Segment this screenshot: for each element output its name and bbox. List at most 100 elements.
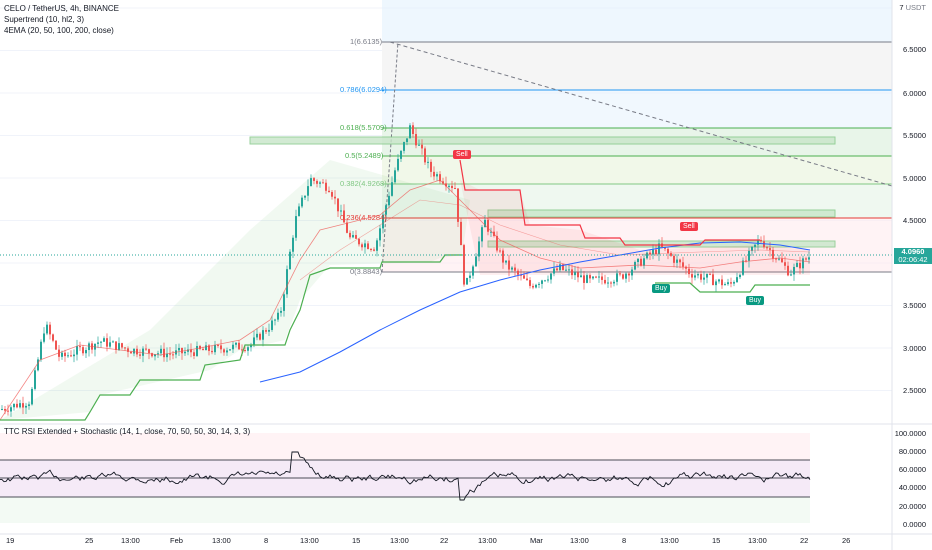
- candlestick-series[interactable]: [1, 122, 810, 417]
- candle-body: [796, 262, 798, 267]
- price-tick: 5.5000: [903, 131, 926, 140]
- candle-body: [535, 284, 537, 288]
- indicator-rsi[interactable]: TTC RSI Extended + Stochastic (14, 1, cl…: [4, 427, 251, 436]
- candle-body: [145, 348, 147, 350]
- candle-body: [343, 210, 345, 223]
- candle-body: [634, 262, 636, 270]
- candle-body: [505, 260, 507, 263]
- candle-body: [766, 247, 768, 249]
- time-tick: 15: [712, 536, 721, 545]
- time-tick: 15: [352, 536, 361, 545]
- indicator-supertrend[interactable]: Supertrend (10, hl2, 3): [4, 15, 85, 24]
- time-tick: Mar: [530, 536, 543, 545]
- candle-body: [553, 268, 555, 274]
- candle-body: [34, 370, 36, 389]
- fib-label: 0.236(4.5284): [340, 213, 387, 222]
- candle-body: [454, 187, 456, 189]
- candle-body: [85, 350, 87, 354]
- candle-body: [679, 259, 681, 263]
- candle-body: [529, 280, 531, 286]
- buy-signal-badge[interactable]: Buy: [652, 284, 671, 293]
- candle-body: [463, 245, 465, 285]
- rsi-tick: 80.0000: [898, 447, 926, 456]
- candle-body: [487, 219, 489, 232]
- candle-body: [394, 170, 396, 183]
- time-tick: 13:00: [660, 536, 679, 545]
- candle-body: [52, 334, 54, 341]
- candle-body: [202, 348, 204, 351]
- candle-body: [61, 352, 63, 357]
- candle-body: [709, 273, 711, 275]
- candle-body: [76, 346, 78, 355]
- time-tick: 8: [264, 536, 269, 545]
- candle-body: [409, 125, 411, 139]
- candle-body: [106, 338, 108, 347]
- candle-body: [100, 341, 102, 343]
- candle-body: [22, 403, 24, 408]
- rsi-tick: 0.0000: [903, 520, 926, 529]
- rsi-line[interactable]: [0, 451, 811, 501]
- time-tick: 19: [6, 536, 15, 545]
- candle-body: [619, 273, 621, 275]
- candle-body: [550, 273, 552, 280]
- candle-body: [103, 338, 105, 342]
- indicator-4ema[interactable]: 4EMA (20, 50, 100, 200, close): [4, 26, 114, 35]
- candle-body: [601, 276, 603, 280]
- candle-body: [133, 348, 135, 354]
- candle-body: [628, 273, 630, 276]
- fib-label: 0.382(4.9268): [340, 179, 387, 188]
- candle-body: [646, 252, 648, 259]
- candle-body: [337, 198, 339, 212]
- candle-body: [595, 276, 597, 278]
- candle-body: [511, 267, 513, 270]
- price-axis[interactable]: 7 USDT 6.5000 6.0000 5.5000 5.0000 4.500…: [892, 0, 932, 550]
- candle-body: [670, 253, 672, 256]
- candle-body: [508, 260, 510, 270]
- sell-signal-badge[interactable]: Sell: [680, 222, 698, 231]
- candle-body: [589, 275, 591, 279]
- candle-body: [427, 161, 429, 163]
- candle-body: [307, 186, 309, 196]
- candle-body: [403, 142, 405, 151]
- candle-body: [592, 276, 594, 279]
- candle-body: [802, 258, 804, 269]
- candle-body: [325, 182, 327, 191]
- candle-body: [55, 340, 57, 350]
- candle-body: [586, 275, 588, 283]
- candle-body: [37, 359, 39, 371]
- candle-body: [781, 258, 783, 263]
- candle-body: [712, 274, 714, 286]
- candle-body: [391, 182, 393, 196]
- candle-body: [40, 341, 42, 360]
- candle-body: [682, 262, 684, 267]
- trend-line[interactable]: [389, 41, 893, 187]
- candle-body: [295, 216, 297, 238]
- candle-body: [514, 267, 516, 271]
- candle-body: [727, 282, 729, 285]
- candle-body: [631, 269, 633, 276]
- candle-body: [688, 268, 690, 275]
- time-axis[interactable]: 19 25 13:00 Feb 13:00 8 13:00 15 13:00 2…: [0, 536, 892, 550]
- buy-signal-badge[interactable]: Buy: [746, 296, 765, 305]
- zone-box[interactable]: [249, 136, 836, 145]
- candle-body: [790, 274, 792, 276]
- candle-body: [457, 188, 459, 222]
- zone-box[interactable]: [487, 209, 836, 218]
- candle-body: [544, 280, 546, 282]
- rsi-tick: 40.0000: [898, 483, 926, 492]
- candle-body: [523, 275, 525, 279]
- candle-body: [280, 310, 282, 313]
- candle-body: [559, 264, 561, 271]
- candle-body: [655, 249, 657, 255]
- candle-body: [229, 349, 231, 351]
- candle-body: [223, 349, 225, 353]
- candle-body: [616, 273, 618, 282]
- sell-signal-badge[interactable]: Sell: [453, 150, 471, 159]
- candle-body: [418, 144, 420, 146]
- candle-body: [205, 345, 207, 351]
- time-tick: 13:00: [478, 536, 497, 545]
- candle-body: [445, 183, 447, 187]
- candle-body: [346, 222, 348, 233]
- candle-body: [88, 343, 90, 351]
